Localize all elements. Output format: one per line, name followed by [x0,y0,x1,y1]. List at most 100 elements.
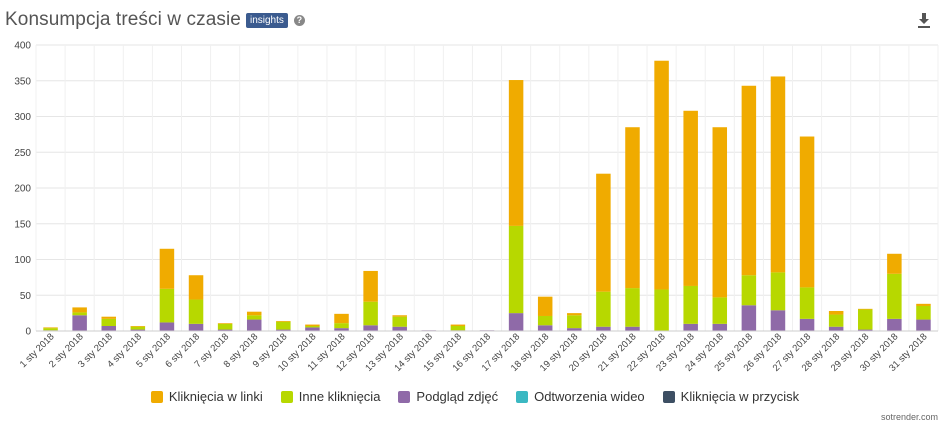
bar-other[interactable] [188,299,204,324]
bar-links[interactable] [508,80,524,226]
bar-links[interactable] [596,173,611,292]
legend-swatch [398,390,411,403]
bar-other[interactable] [392,316,407,327]
bar-other[interactable] [363,301,378,326]
bar-photo[interactable] [828,326,844,331]
bar-other[interactable] [887,273,902,319]
bar-photo[interactable] [363,325,378,331]
bar-links[interactable] [858,308,873,310]
bar-other[interactable] [130,326,146,330]
bar-other[interactable] [217,323,233,330]
bar-other[interactable] [159,288,175,323]
bar-other[interactable] [596,291,611,327]
credit-text: sotrender.com [880,412,938,422]
bar-links[interactable] [159,248,175,289]
bar-photo[interactable] [72,315,87,331]
bar-other[interactable] [683,285,698,324]
bar-links[interactable] [188,275,204,300]
bar-photo[interactable] [159,322,175,331]
bar-other[interactable] [72,312,87,316]
bar-other[interactable] [101,318,116,326]
bar-links[interactable] [450,324,466,326]
bar-photo[interactable] [101,325,116,331]
bar-links[interactable] [537,296,553,316]
bar-other[interactable] [770,272,786,311]
y-tick-label: 0 [25,327,31,338]
bar-other[interactable] [916,305,931,320]
bar-other[interactable] [276,321,291,330]
bar-links[interactable] [43,327,58,329]
bar-links[interactable] [683,110,698,286]
bar-photo[interactable] [916,319,931,331]
bar-links[interactable] [828,310,844,315]
bar-photo[interactable] [508,313,524,331]
bar-photo[interactable] [537,325,553,331]
legend-label: Kliknięcia w przycisk [680,389,800,404]
help-icon[interactable]: ? [293,14,305,26]
bar-other[interactable] [305,325,320,328]
bar-other[interactable] [741,275,757,306]
bar-photo[interactable] [741,305,757,331]
bar-photo[interactable] [130,329,146,331]
bar-links[interactable] [712,127,728,298]
bar-photo[interactable] [305,327,320,331]
bar-photo[interactable] [799,318,815,331]
legend-item-photo[interactable]: Podgląd zdjęć [398,389,498,404]
bar-photo[interactable] [392,326,407,331]
bar-links[interactable] [916,303,931,306]
bar-photo[interactable] [276,329,291,331]
bar-photo[interactable] [596,326,611,331]
bar-links[interactable] [392,315,407,317]
bar-links[interactable] [654,60,669,290]
bar-links[interactable] [363,270,378,302]
y-tick-label: 50 [20,291,32,302]
bar-photo[interactable] [217,329,233,331]
bar-other[interactable] [654,289,669,331]
bar-links[interactable] [246,311,262,316]
bar-other[interactable] [625,288,640,327]
legend-item-video[interactable]: Odtworzenia wideo [516,389,645,404]
bar-links[interactable] [770,76,786,273]
bar-other[interactable] [246,315,262,320]
bar-photo[interactable] [188,323,204,331]
download-icon[interactable] [916,12,932,30]
bar-photo[interactable] [887,318,902,331]
bar-links[interactable] [334,313,349,324]
bar-links[interactable] [276,320,291,322]
bar-other[interactable] [799,287,815,319]
legend-item-button[interactable]: Kliknięcia w przycisk [662,389,800,404]
y-tick-label: 300 [14,112,31,123]
bar-other[interactable] [43,328,58,331]
bar-links[interactable] [741,85,757,276]
bar-photo[interactable] [858,329,873,331]
bar-links[interactable] [305,324,320,326]
bar-links[interactable] [799,136,815,288]
bar-photo[interactable] [334,328,349,331]
bar-photo[interactable] [683,323,698,331]
bar-links[interactable] [72,307,87,313]
bar-links[interactable] [625,127,640,289]
bar-other[interactable] [858,309,873,330]
bar-photo[interactable] [712,323,728,331]
bar-links[interactable] [130,325,146,327]
y-tick-label: 400 [14,41,31,52]
legend-item-links[interactable]: Kliknięcia w linki [150,389,263,404]
bar-photo[interactable] [567,328,582,331]
bar-other[interactable] [712,297,728,324]
bar-other[interactable] [508,225,524,314]
bar-other[interactable] [334,323,349,329]
legend-item-other[interactable]: Inne kliknięcia [280,389,380,404]
bar-links[interactable] [887,253,902,274]
bar-links[interactable] [567,313,582,316]
bar-links[interactable] [217,323,233,324]
insights-badge[interactable]: insights [245,12,288,28]
bar-photo[interactable] [625,326,640,331]
bar-photo[interactable] [246,319,262,331]
bar-other[interactable] [537,315,553,326]
bar-other[interactable] [450,325,466,331]
bar-other[interactable] [828,314,844,327]
bar-photo[interactable] [770,310,786,331]
bar-links[interactable] [101,316,116,319]
bar-other[interactable] [567,315,582,329]
chart-title: Konsumpcja treści w czasie [5,9,241,30]
